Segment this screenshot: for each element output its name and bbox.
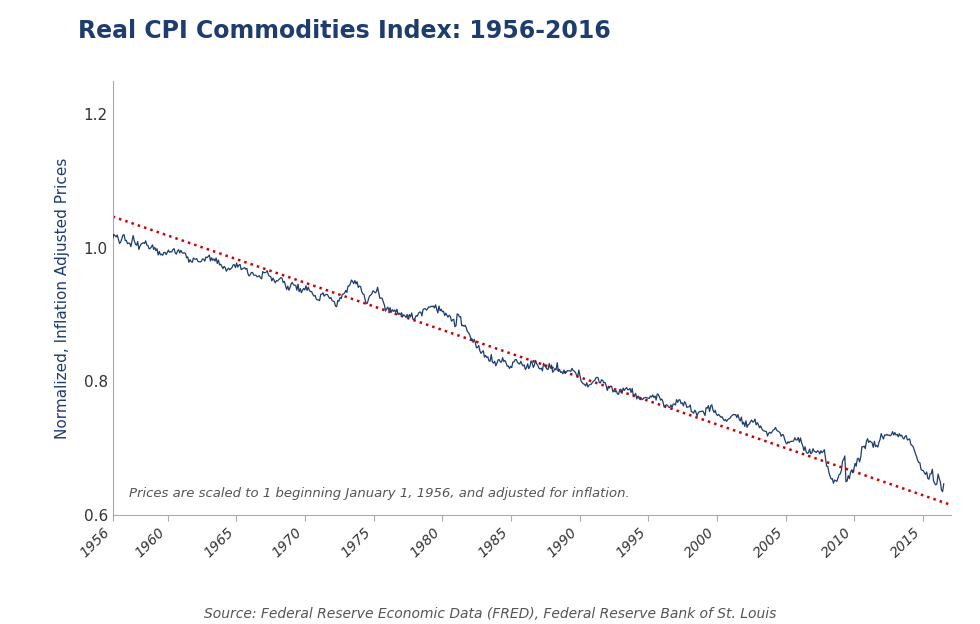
Text: Prices are scaled to 1 beginning January 1, 1956, and adjusted for inflation.: Prices are scaled to 1 beginning January… [129,487,630,500]
Text: Real CPI Commodities Index: 1956-2016: Real CPI Commodities Index: 1956-2016 [78,19,612,42]
Text: Source: Federal Reserve Economic Data (FRED), Federal Reserve Bank of St. Louis: Source: Federal Reserve Economic Data (F… [204,607,776,621]
Y-axis label: Normalized, Inflation Adjusted Prices: Normalized, Inflation Adjusted Prices [55,157,70,439]
